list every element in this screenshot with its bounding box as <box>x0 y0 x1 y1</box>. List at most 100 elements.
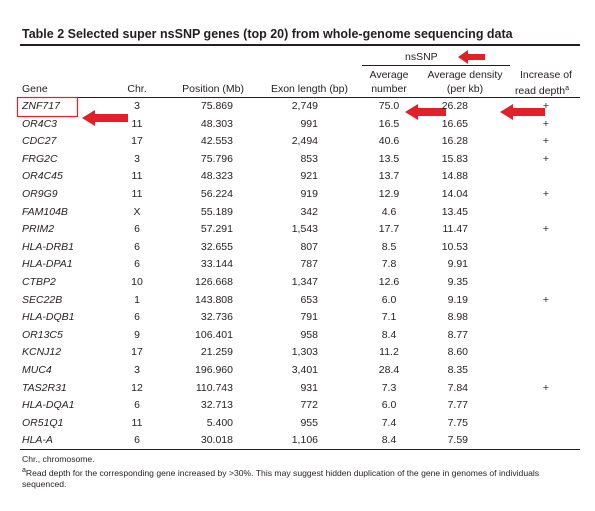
cell: 653 <box>300 293 318 306</box>
cell: PRIM2 <box>22 223 55 236</box>
cell: 7.4 <box>381 416 397 429</box>
cell: ZNF717 <box>22 100 60 112</box>
cell: 3 <box>134 364 140 376</box>
cell: 56.224 <box>200 188 233 200</box>
cell: 16.28 <box>441 135 468 148</box>
cell: 55.189 <box>200 205 233 218</box>
cell: + <box>542 293 550 306</box>
group-rule <box>362 65 510 66</box>
cell: 8.4 <box>381 328 397 341</box>
cell: OR13C5 <box>22 328 63 341</box>
cell: 9.91 <box>447 258 468 271</box>
cell: 921 <box>300 170 318 183</box>
header-rule <box>20 97 580 98</box>
cell: 919 <box>300 188 318 200</box>
cell: + <box>542 188 550 200</box>
cell: 11 <box>131 188 143 200</box>
cell: 8.98 <box>447 311 468 324</box>
cell: 1,543 <box>291 223 318 236</box>
cell: 7.8 <box>381 258 397 271</box>
cell: 32.655 <box>200 240 233 253</box>
cell: 7.3 <box>381 381 397 394</box>
cell: HLA-DRB1 <box>22 240 74 253</box>
cell: 13.7 <box>378 170 400 183</box>
cell: OR51Q1 <box>22 416 64 429</box>
cell: CDC27 <box>22 135 57 148</box>
cell: MUC4 <box>22 364 52 376</box>
cell: 196.960 <box>195 364 233 376</box>
cell: 17 <box>131 346 143 359</box>
header: Average <box>369 69 409 81</box>
superscript: a <box>22 467 26 474</box>
top-rule <box>20 44 580 46</box>
cell: 11 <box>131 170 143 183</box>
cell: 75.869 <box>200 100 233 112</box>
cell: + <box>542 117 550 130</box>
cell: HLA-DQB1 <box>22 311 75 324</box>
cell: 1,303 <box>291 346 318 359</box>
cell: 6 <box>134 399 140 412</box>
cell: 48.323 <box>200 170 233 183</box>
cell: 13.5 <box>378 152 400 165</box>
cell: 5.400 <box>206 416 233 429</box>
cell: 6 <box>134 240 140 253</box>
cell: 12 <box>131 381 143 394</box>
cell: 6.0 <box>381 293 397 306</box>
cell: + <box>542 135 550 148</box>
cell: SEC22B <box>22 293 63 306</box>
header: Average density <box>427 69 503 81</box>
cell: 75.796 <box>200 152 233 165</box>
cell: OR4C45 <box>22 170 63 183</box>
cell: 21.259 <box>200 346 233 359</box>
cell: 7.1 <box>381 311 397 324</box>
cell: 6 <box>134 258 140 271</box>
cell: + <box>542 223 550 236</box>
cell: 772 <box>300 399 318 412</box>
cell: HLA-DQA1 <box>22 399 75 412</box>
cell: 10.53 <box>441 240 468 253</box>
header: (per kb) <box>446 83 484 95</box>
header: Increase of <box>520 69 572 81</box>
cell: 8.4 <box>381 434 397 447</box>
cell: 2,494 <box>291 135 318 148</box>
cell: 7.75 <box>447 416 468 429</box>
cell: 6 <box>134 434 140 447</box>
cell: FAM104B <box>22 205 68 218</box>
cell: 787 <box>300 258 318 271</box>
cell: FRG2C <box>22 152 58 165</box>
cell: 126.668 <box>195 276 233 288</box>
cell: 3 <box>134 100 140 112</box>
cell: 17.7 <box>378 223 400 236</box>
cell: 8.5 <box>381 240 397 253</box>
cell: 32.713 <box>200 399 233 412</box>
cell: 11 <box>131 416 143 429</box>
footnote: Chr., chromosome. <box>22 454 95 464</box>
cell: 9.35 <box>447 276 468 288</box>
header: Chr. <box>127 83 147 95</box>
header: Exon length (bp) <box>270 83 348 95</box>
cell: 931 <box>300 381 318 394</box>
cell: 1,347 <box>291 276 318 288</box>
arrow <box>82 110 128 126</box>
cell: 8.60 <box>447 346 468 359</box>
arrow <box>500 104 545 120</box>
cell: 14.88 <box>441 170 468 183</box>
cell: CTBP2 <box>22 276 56 288</box>
cell: 57.291 <box>200 223 233 236</box>
cell: 11.47 <box>442 223 469 236</box>
footnote: aRead depth for the corresponding gene i… <box>22 465 582 490</box>
cell: 791 <box>300 311 318 324</box>
cell: 7.84 <box>447 381 468 394</box>
cell: 1 <box>134 293 140 306</box>
cell: 143.808 <box>195 293 233 306</box>
superscript: a <box>565 85 570 92</box>
cell: 12.6 <box>378 276 400 288</box>
cell: 342 <box>300 205 318 218</box>
cell: 33.144 <box>200 258 233 271</box>
cell: 17 <box>131 135 143 148</box>
header: read deptha <box>514 85 570 97</box>
table-title: Table 2 Selected super nsSNP genes (top … <box>22 27 513 41</box>
cell: HLA-DPA1 <box>22 258 73 271</box>
header: Position (Mb) <box>182 83 244 95</box>
